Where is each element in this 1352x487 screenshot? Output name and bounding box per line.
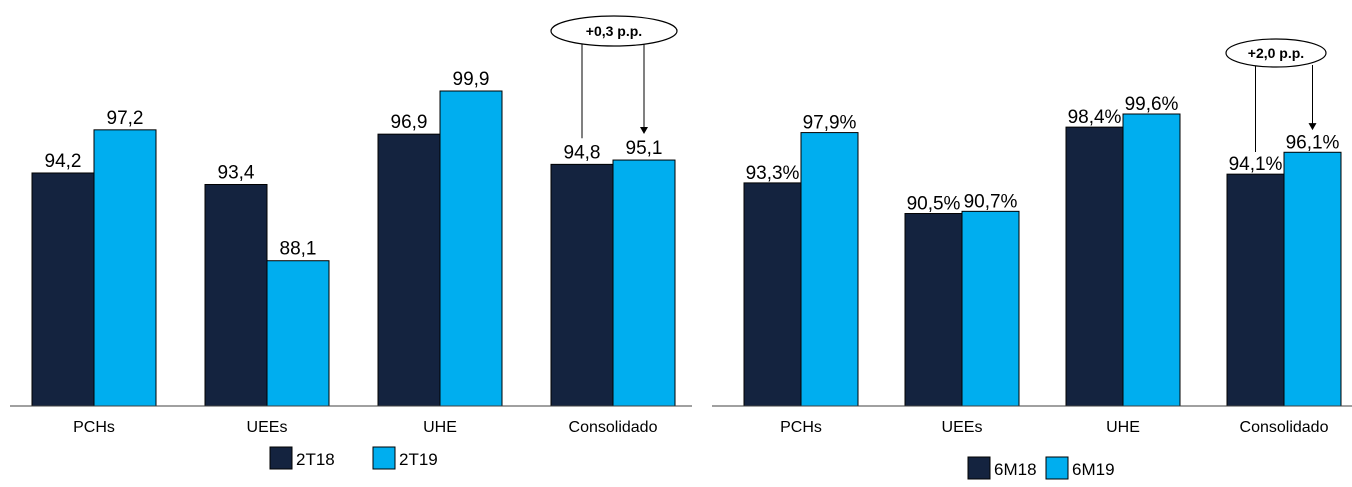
data-label-2T18-UEEs: 93,4: [218, 162, 255, 183]
data-label-6M18-UEEs: 90,5%: [907, 194, 961, 215]
category-label-UEEs: UEEs: [942, 419, 983, 436]
category-label-PCHs: PCHs: [73, 419, 115, 436]
data-label-6M19-UHE: 99,6%: [1125, 94, 1179, 115]
annotation-text: +2,0 p.p.: [1248, 45, 1304, 61]
bar-2T18-UEEs: [204, 183, 268, 407]
bar-6M19-UHE: [1122, 113, 1181, 407]
bar-2T18-UHE: [377, 133, 441, 407]
legend-label-2T19: 2T19: [399, 450, 438, 469]
data-label-6M18-UHE: 98,4%: [1068, 107, 1122, 128]
bar-6M18-UEEs: [904, 213, 963, 407]
data-label-6M18-PCHs: 93,3%: [746, 163, 800, 184]
bar-6M19-UEEs: [961, 210, 1020, 407]
bar-6M18-PCHs: [743, 182, 802, 407]
legend-label-6M19: 6M19: [1072, 460, 1115, 479]
data-label-2T19-UHE: 99,9: [453, 69, 490, 90]
annotation-text: +0,3 p.p.: [586, 23, 642, 39]
bar-2T19-UEEs: [266, 260, 330, 407]
bar-2T19-PCHs: [93, 129, 157, 407]
category-label-Consolidado: Consolidado: [1240, 419, 1329, 436]
legend-swatch-2T19: [372, 446, 396, 470]
category-label-Consolidado: Consolidado: [569, 419, 658, 436]
category-label-UEEs: UEEs: [247, 419, 288, 436]
bar-6M18-UHE: [1065, 126, 1124, 407]
annotation-bubble: [550, 15, 678, 47]
data-label-2T19-Consolidado: 95,1: [626, 138, 663, 159]
annotation-bubble: [1225, 38, 1327, 68]
legend-label-6M18: 6M18: [994, 460, 1037, 479]
bar-2T19-Consolidado: [612, 159, 676, 407]
legend-swatch-6M18: [967, 456, 991, 480]
annotation-arrowhead-icon: [640, 126, 648, 134]
data-label-6M19-Consolidado: 96,1%: [1286, 132, 1340, 153]
bar-2T19-UHE: [439, 90, 503, 407]
data-label-6M18-Consolidado: 94,1%: [1229, 154, 1283, 175]
legend-label-2T18: 2T18: [296, 450, 335, 469]
bar-6M18-Consolidado: [1226, 173, 1285, 407]
data-label-2T18-Consolidado: 94,8: [564, 142, 601, 163]
data-label-2T18-PCHs: 94,2: [45, 151, 82, 172]
data-label-6M19-PCHs: 97,9%: [803, 113, 857, 134]
category-label-UHE: UHE: [423, 419, 457, 436]
data-label-6M19-UEEs: 90,7%: [964, 191, 1018, 212]
bar-6M19-PCHs: [800, 132, 859, 407]
data-label-2T19-UEEs: 88,1: [280, 239, 317, 260]
bar-6M19-Consolidado: [1283, 151, 1342, 407]
bar-2T18-Consolidado: [550, 163, 614, 407]
data-label-2T19-PCHs: 97,2: [107, 108, 144, 129]
category-label-UHE: UHE: [1106, 419, 1140, 436]
annotation-arrowhead-icon: [1308, 123, 1317, 131]
legend-swatch-6M19: [1045, 456, 1069, 480]
bar-2T18-PCHs: [31, 172, 95, 407]
data-label-2T18-UHE: 96,9: [391, 112, 428, 133]
legend-swatch-2T18: [269, 446, 293, 470]
category-label-PCHs: PCHs: [780, 419, 822, 436]
